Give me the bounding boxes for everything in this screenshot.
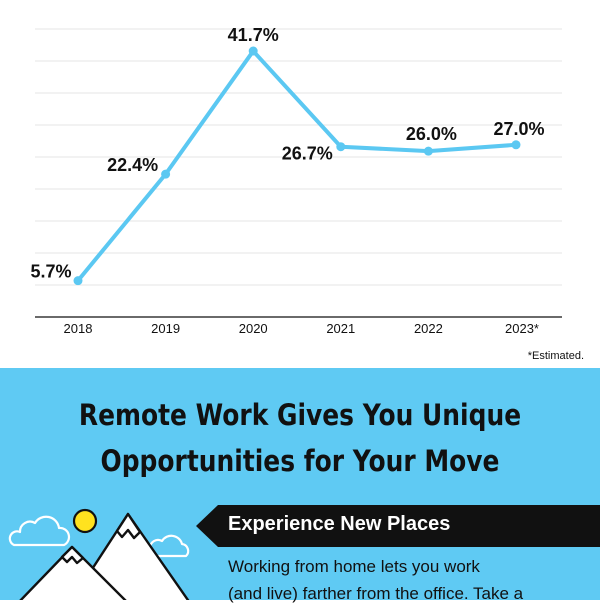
x-tick-label: 2022	[414, 321, 443, 336]
data-label: 22.4%	[107, 155, 158, 175]
data-point	[248, 46, 258, 56]
headline-line-1: Remote Work Gives You Unique	[78, 398, 522, 432]
data-point	[73, 276, 83, 286]
mountain-icon	[19, 512, 190, 600]
cloud-icon	[8, 515, 71, 547]
mountain-illustration	[8, 508, 190, 600]
data-label: 41.7%	[228, 25, 279, 45]
body-line-2: (and live) farther from the office. Take…	[228, 584, 524, 603]
x-tick-label: 2023*	[505, 321, 539, 336]
sun-icon	[72, 508, 98, 534]
data-point	[423, 146, 433, 156]
x-tick-label: 2019	[151, 321, 180, 336]
line-chart: 5.7% 22.4% 41.7% 26.7% 26.0% 27.0% 2018 2019 202…	[30, 25, 562, 336]
data-label: 27.0%	[493, 119, 544, 139]
data-point	[336, 142, 346, 152]
data-label: 5.7%	[30, 262, 71, 282]
body-line-1: Working from home lets you work	[228, 557, 480, 576]
banner-title: Experience New Places	[228, 513, 451, 535]
data-label: 26.0%	[406, 124, 457, 144]
section-banner	[196, 505, 600, 547]
data-point	[161, 169, 171, 179]
body-text: Working from home lets you work (and liv…	[228, 553, 588, 607]
x-tick-label: 2020	[239, 321, 268, 336]
footnote: *Estimated.	[527, 350, 584, 362]
series-line	[76, 49, 518, 283]
headline-line-2: Opportunities for Your Move	[100, 444, 500, 478]
chart-area: 5.7% 22.4% 41.7% 26.7% 26.0% 27.0% 2018 2019 202…	[30, 25, 584, 362]
section-headline: Remote Work Gives You Unique Opportuniti…	[42, 392, 558, 484]
x-tick-label: 2021	[326, 321, 355, 336]
data-label: 26.7%	[282, 144, 333, 164]
data-point	[511, 140, 521, 150]
x-tick-label: 2018	[64, 321, 93, 336]
